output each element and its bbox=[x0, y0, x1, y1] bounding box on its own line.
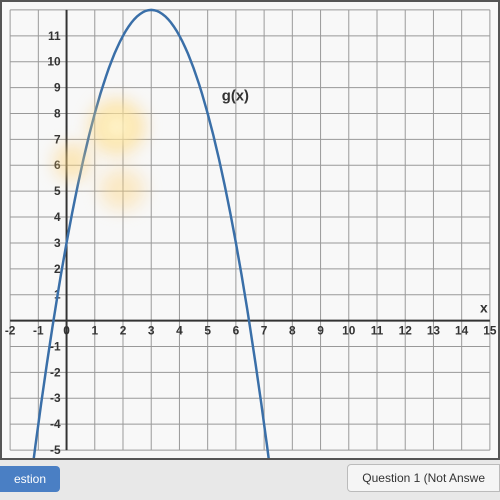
question-nav-button[interactable]: Question 1 (Not Answe bbox=[347, 464, 500, 492]
graph-panel: -2-10123456789101112131415-5-4-3-2-11234… bbox=[0, 0, 500, 460]
chart-svg: -2-10123456789101112131415-5-4-3-2-11234… bbox=[2, 2, 498, 458]
svg-text:-3: -3 bbox=[50, 391, 61, 405]
bottom-toolbar: estion Question 1 (Not Answe bbox=[0, 460, 500, 500]
function-label: g(x) bbox=[222, 89, 249, 105]
svg-text:-4: -4 bbox=[50, 417, 61, 431]
svg-text:10: 10 bbox=[342, 323, 356, 337]
svg-text:-5: -5 bbox=[50, 443, 61, 457]
svg-text:11: 11 bbox=[48, 29, 61, 43]
svg-text:15: 15 bbox=[483, 323, 497, 337]
svg-text:13: 13 bbox=[427, 323, 441, 337]
svg-text:3: 3 bbox=[148, 323, 155, 337]
svg-text:8: 8 bbox=[289, 323, 296, 337]
svg-text:-1: -1 bbox=[33, 323, 44, 337]
svg-text:-2: -2 bbox=[5, 323, 16, 337]
svg-text:1: 1 bbox=[91, 323, 98, 337]
svg-text:2: 2 bbox=[120, 323, 127, 337]
svg-text:6: 6 bbox=[233, 323, 240, 337]
svg-text:5: 5 bbox=[204, 323, 211, 337]
svg-text:14: 14 bbox=[455, 323, 469, 337]
question-button[interactable]: estion bbox=[0, 466, 60, 492]
svg-text:9: 9 bbox=[317, 323, 324, 337]
x-axis-label: x bbox=[480, 300, 488, 316]
svg-text:12: 12 bbox=[399, 323, 413, 337]
svg-text:6: 6 bbox=[54, 158, 61, 172]
svg-text:7: 7 bbox=[261, 323, 268, 337]
svg-text:10: 10 bbox=[47, 55, 61, 69]
svg-text:11: 11 bbox=[371, 323, 384, 337]
svg-text:4: 4 bbox=[54, 210, 61, 224]
svg-text:5: 5 bbox=[54, 184, 61, 198]
svg-text:9: 9 bbox=[54, 81, 61, 95]
svg-text:-2: -2 bbox=[50, 365, 61, 379]
svg-text:7: 7 bbox=[54, 132, 61, 146]
svg-text:0: 0 bbox=[63, 323, 70, 337]
svg-text:3: 3 bbox=[54, 236, 61, 250]
svg-text:8: 8 bbox=[54, 106, 61, 120]
svg-text:4: 4 bbox=[176, 323, 183, 337]
svg-text:-1: -1 bbox=[50, 339, 61, 353]
